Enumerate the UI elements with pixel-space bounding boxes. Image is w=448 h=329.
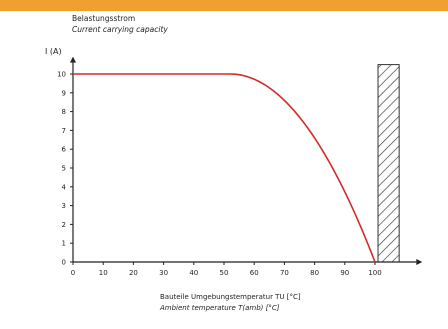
chart-subtitle: Current carrying capacity [72,25,168,34]
hatched-limit-region [377,64,400,263]
y-tick-label: 3 [62,202,66,210]
y-tick-label: 1 [62,240,66,248]
x-tick-label: 0 [71,269,75,277]
x-tick-label: 10 [99,269,108,277]
x-ticks: 0 10 20 30 40 50 60 70 80 90 100 [71,262,382,277]
x-axis-sublabel: Ambient temperature T(amb) [°C] [159,304,280,312]
top-accent-bar [0,0,448,11]
chart-title: Belastungsstrom [72,14,135,23]
x-tick-label: 40 [189,269,198,277]
y-tick-label: 9 [62,89,66,97]
y-ticks: 0 1 2 3 4 5 6 7 8 9 10 [57,71,73,267]
x-tick-label: 70 [280,269,289,277]
y-tick-label: 2 [62,221,66,229]
x-axis-label: Bauteile Umgebungstemperatur TU [°C] [160,293,301,301]
x-tick-label: 80 [310,269,319,277]
x-tick-label: 50 [220,269,229,277]
y-tick-label: 7 [62,127,66,135]
axes [70,56,423,265]
x-tick-label: 60 [250,269,259,277]
x-tick-label: 30 [159,269,168,277]
x-tick-label: 100 [368,269,381,277]
y-tick-label: 6 [62,146,67,154]
y-tick-label: 10 [57,71,66,79]
current-capacity-curve [73,73,376,263]
x-tick-label: 90 [340,269,349,277]
x-axis-arrow [416,259,423,265]
y-tick-label: 4 [62,183,67,191]
y-tick-label: 8 [62,108,66,116]
x-tick-label: 20 [129,269,138,277]
y-axis-label: I (A) [45,47,62,56]
y-tick-label: 5 [62,165,66,173]
y-axis-arrow [70,56,76,63]
y-tick-label: 0 [62,259,66,267]
